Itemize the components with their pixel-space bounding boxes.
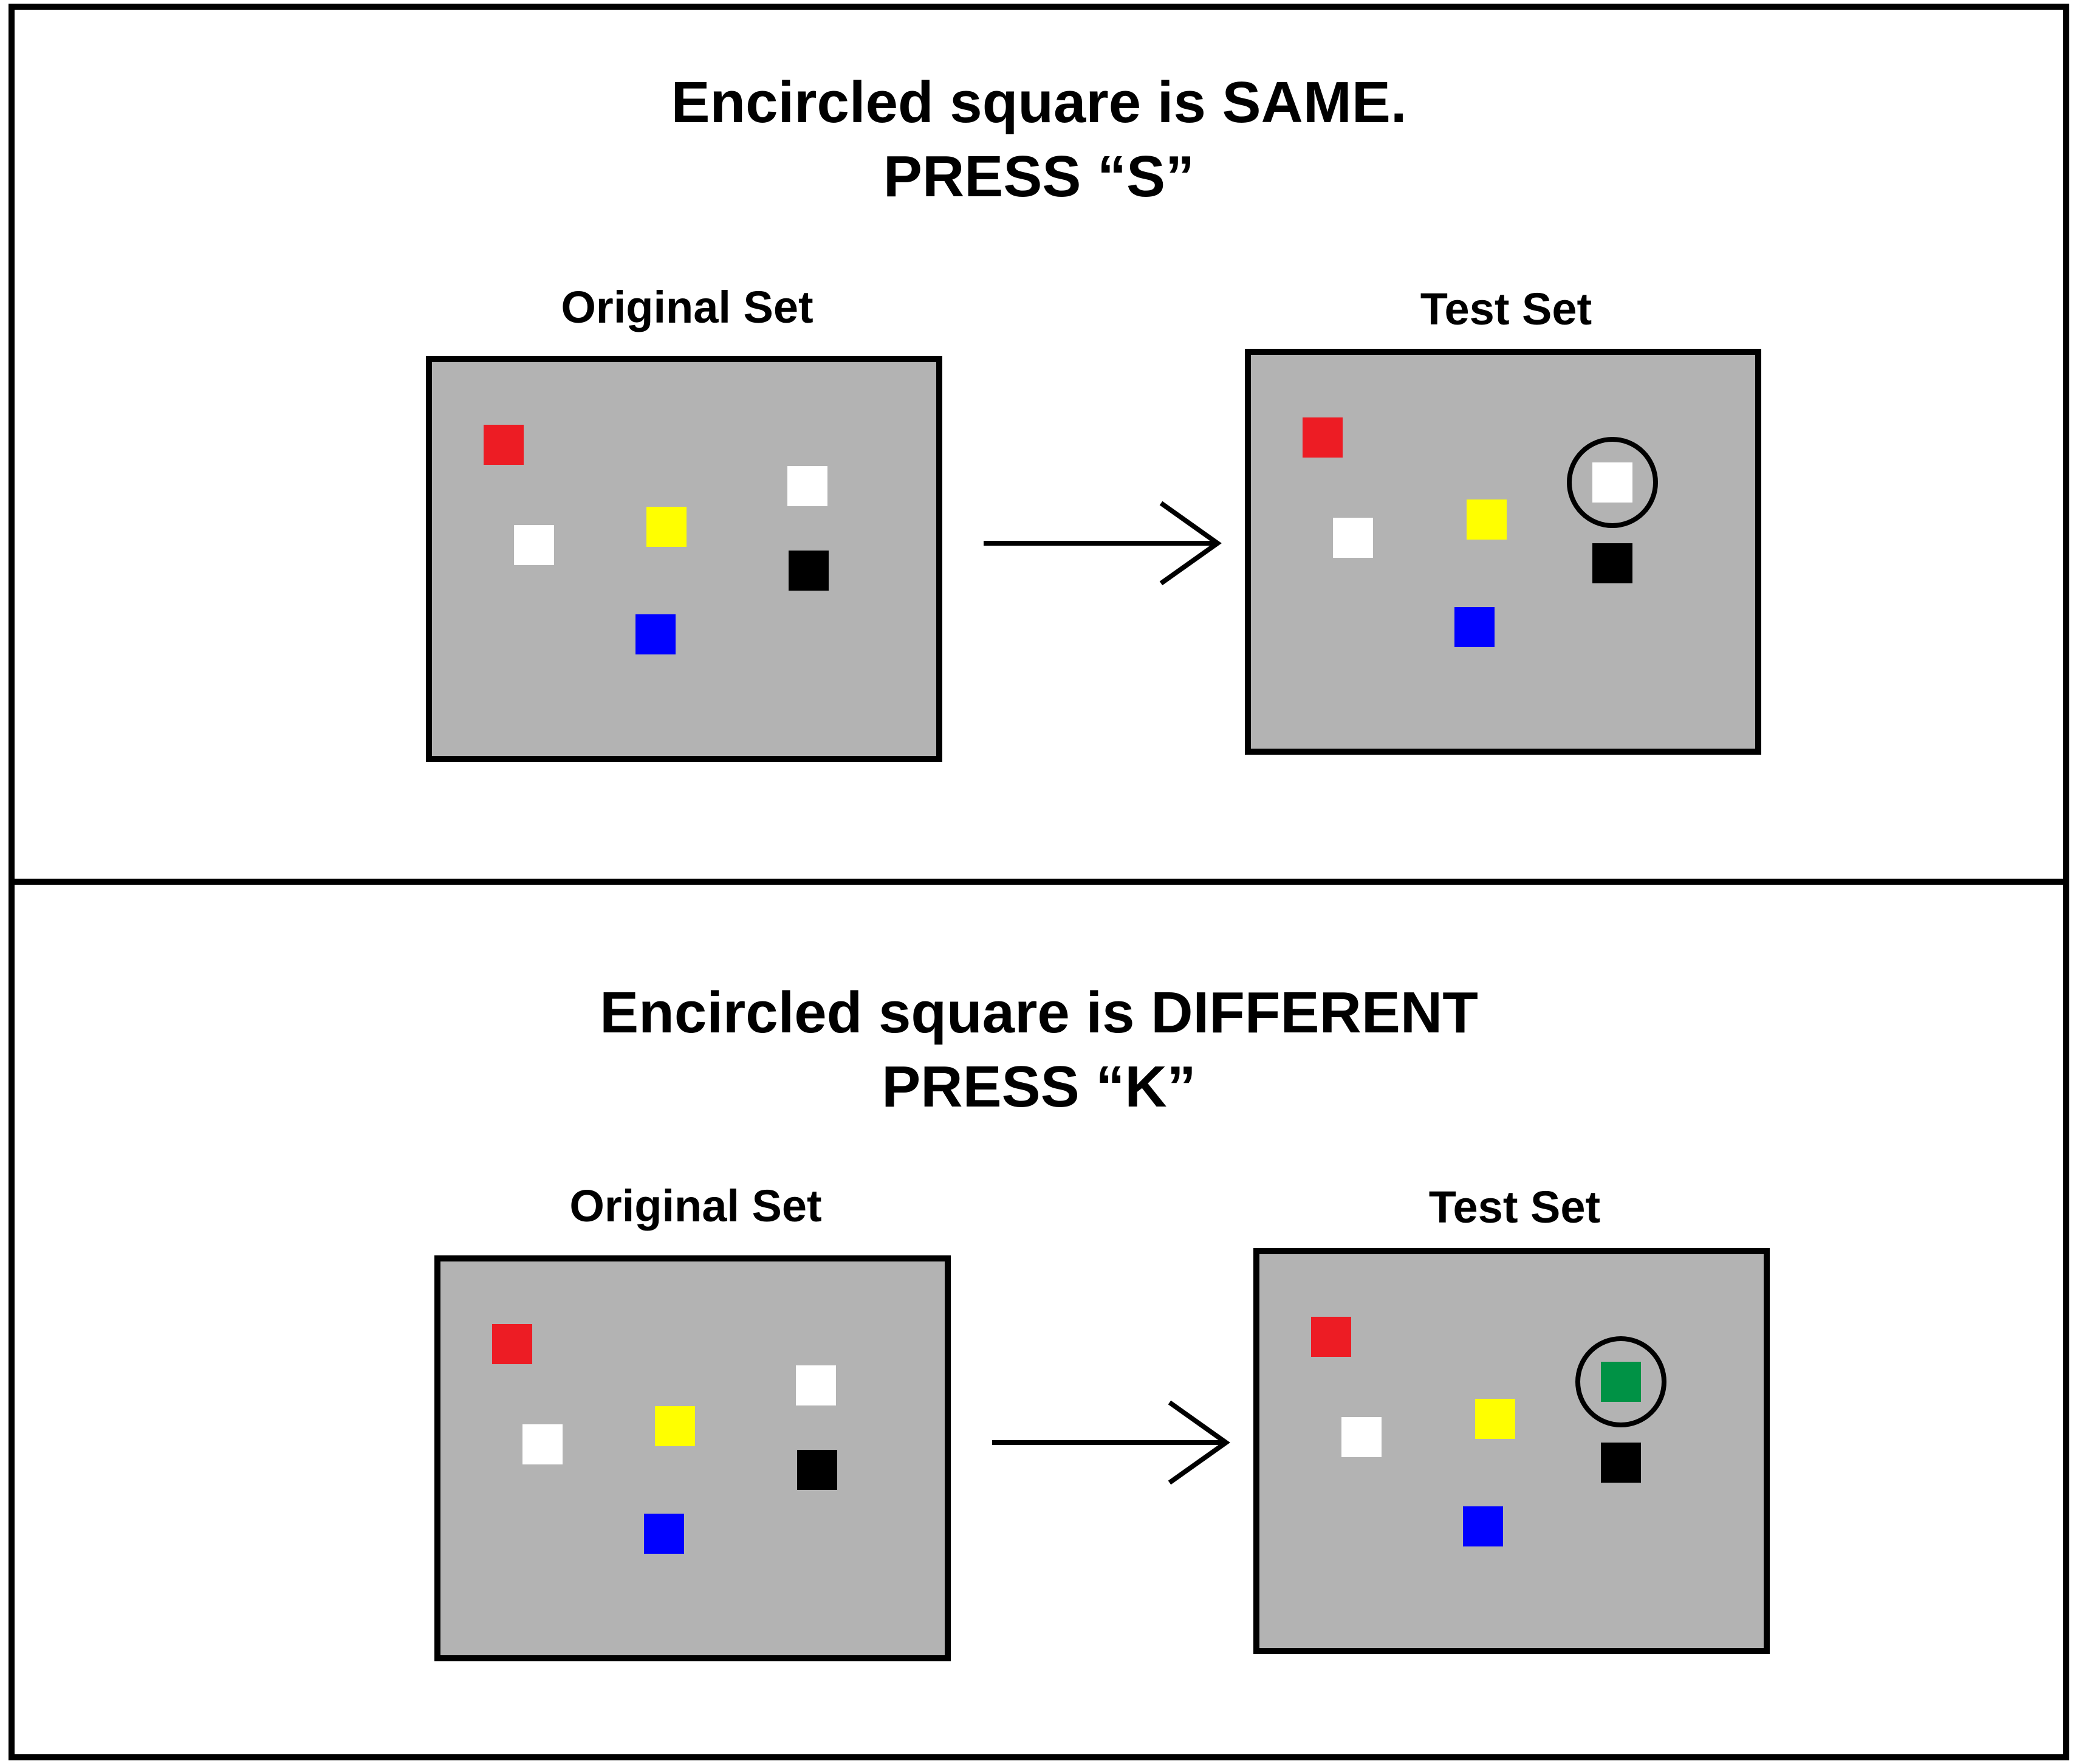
yellow-square: [646, 507, 687, 547]
black-square: [789, 551, 829, 591]
white-square: [522, 1424, 563, 1464]
test-set-display: [1253, 1248, 1770, 1654]
red-square: [492, 1324, 532, 1364]
probe-square: [1592, 462, 1632, 503]
instruction-line-2: PRESS “K”: [882, 1054, 1196, 1119]
red-square: [1303, 417, 1343, 458]
right-arrow-icon: [992, 1400, 1230, 1485]
white-square: [1341, 1417, 1382, 1457]
yellow-square: [1467, 499, 1507, 540]
blue-square: [1454, 607, 1495, 647]
white-square: [1333, 518, 1373, 558]
different-trial-instruction: Encircled square is DIFFERENT PRESS “K”: [15, 976, 2063, 1124]
blue-square: [635, 614, 676, 654]
probe-circle-marker: [1567, 437, 1658, 528]
red-square: [484, 425, 524, 465]
yellow-square: [655, 1406, 695, 1446]
original-set-label: Original Set: [561, 282, 813, 332]
different-trial-panel: Encircled square is DIFFERENT PRESS “K” …: [9, 879, 2069, 1760]
white-square: [787, 466, 827, 506]
white-square: [796, 1365, 836, 1405]
same-trial-panel: Encircled square is SAME. PRESS “S” Orig…: [9, 4, 2069, 885]
black-square: [797, 1450, 837, 1490]
probe-square: [1601, 1362, 1641, 1402]
blue-square: [1463, 1506, 1503, 1546]
instruction-line-1: Encircled square is SAME.: [671, 70, 1407, 135]
red-square: [1311, 1317, 1351, 1357]
yellow-square: [1475, 1399, 1515, 1439]
test-set-label: Test Set: [1420, 284, 1592, 334]
original-set-label: Original Set: [569, 1181, 822, 1231]
original-set-display: [426, 356, 942, 762]
test-set-display: [1245, 349, 1761, 755]
black-square: [1601, 1443, 1641, 1483]
same-trial-instruction: Encircled square is SAME. PRESS “S”: [15, 66, 2063, 214]
instruction-line-2: PRESS “S”: [883, 144, 1195, 209]
test-set-label: Test Set: [1428, 1182, 1601, 1232]
blue-square: [644, 1514, 684, 1554]
white-square: [514, 525, 554, 565]
original-set-display: [434, 1255, 951, 1661]
probe-circle-marker: [1575, 1336, 1666, 1427]
black-square: [1592, 543, 1632, 583]
right-arrow-icon: [984, 501, 1222, 586]
instruction-line-1: Encircled square is DIFFERENT: [600, 980, 1478, 1045]
